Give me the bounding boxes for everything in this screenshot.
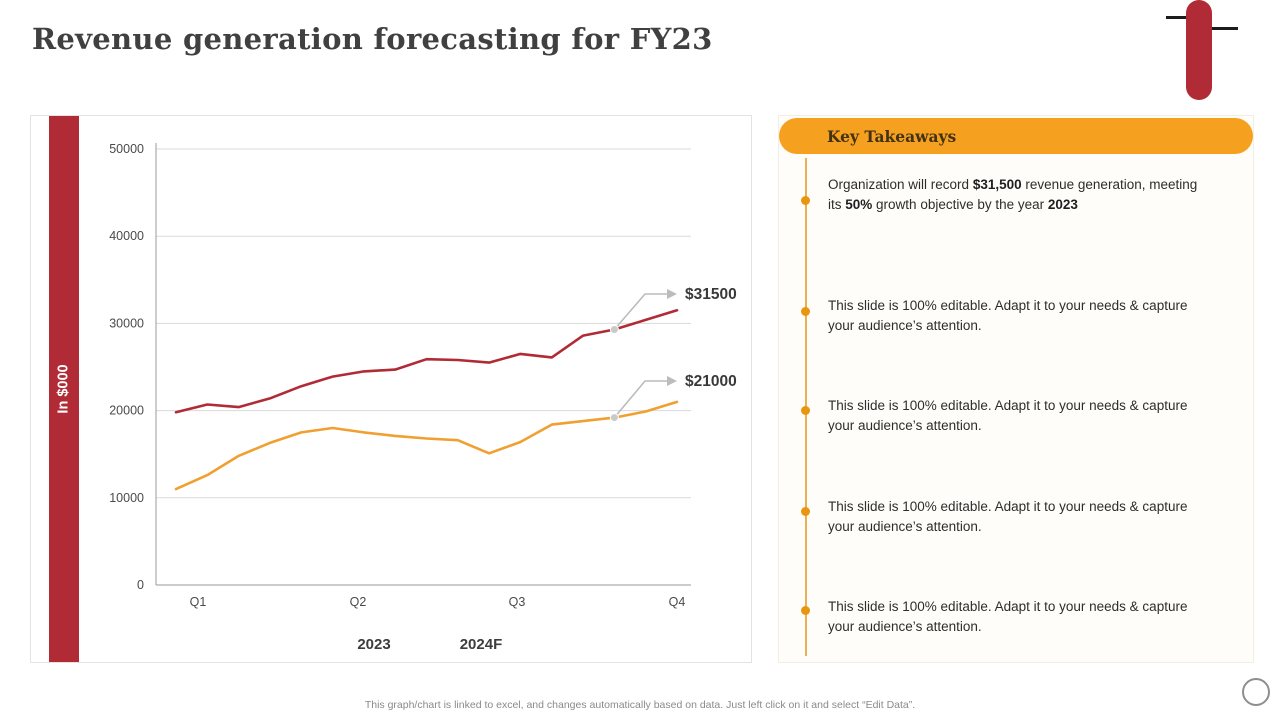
text-segment-bold: 50% bbox=[845, 196, 873, 212]
key-takeaways-title: Key Takeaways bbox=[827, 126, 957, 146]
slide-title: Revenue generation forecasting for FY23 bbox=[32, 22, 713, 56]
bullet-dot bbox=[801, 196, 810, 205]
x-tick-label: Q1 bbox=[190, 595, 207, 609]
takeaway-item-4: This slide is 100% editable. Adapt it to… bbox=[828, 499, 1188, 534]
bullet-dot bbox=[801, 606, 810, 615]
svg-text:30000: 30000 bbox=[109, 316, 144, 330]
decor-line-right bbox=[1212, 27, 1238, 30]
x-tick-label: Q2 bbox=[350, 595, 367, 609]
callout-arrowhead bbox=[667, 289, 677, 299]
takeaway-item-3: This slide is 100% editable. Adapt it to… bbox=[828, 398, 1188, 433]
legend-label: 2023 bbox=[357, 636, 390, 653]
gridlines: 0 10000 20000 30000 40000 50000 bbox=[109, 142, 691, 592]
text-segment-bold: 2023 bbox=[1047, 196, 1078, 212]
key-takeaways-panel: Key Takeaways Organization will record $… bbox=[778, 115, 1254, 663]
callout-arrowhead bbox=[667, 376, 677, 386]
revenue-chart-panel[interactable]: In $000 0 10000 20000 30000 40000 50000 Q1 Q2 Q3… bbox=[30, 115, 752, 663]
svg-text:0: 0 bbox=[137, 578, 144, 592]
legend-label: 2024F bbox=[460, 636, 503, 653]
callout-anchor-dot bbox=[609, 325, 619, 335]
takeaway-item-1: Organization will record $31,500 revenue… bbox=[828, 175, 1206, 214]
decor-red-bar bbox=[1186, 0, 1212, 100]
takeaway-item-2: This slide is 100% editable. Adapt it to… bbox=[828, 298, 1188, 333]
bullet-dot bbox=[801, 507, 810, 516]
svg-text:20000: 20000 bbox=[109, 404, 144, 418]
value-annotation: $31500 bbox=[685, 286, 737, 303]
y-axis-label: In $000 bbox=[56, 364, 73, 414]
bullet-dot bbox=[801, 307, 810, 316]
footer-circle-mark bbox=[1242, 678, 1270, 706]
text-segment-bold: $31,500 bbox=[972, 177, 1022, 192]
revenue-line-chart[interactable]: 0 10000 20000 30000 40000 50000 Q1 Q2 Q3 Q4 2023 20… bbox=[93, 136, 753, 656]
svg-text:50000: 50000 bbox=[109, 142, 144, 156]
takeaway-item-5: This slide is 100% editable. Adapt it to… bbox=[828, 599, 1188, 634]
x-tick-label: Q3 bbox=[509, 595, 526, 609]
callout-line bbox=[613, 293, 667, 331]
decor-line-left bbox=[1166, 16, 1189, 19]
callout-line bbox=[613, 380, 667, 419]
value-annotation: $21000 bbox=[685, 373, 737, 390]
x-tick-label: Q4 bbox=[669, 595, 686, 609]
footer-note: This graph/chart is linked to excel, and… bbox=[364, 699, 916, 711]
text-segment: Organization will record bbox=[828, 177, 973, 192]
key-takeaways-header: Key Takeaways bbox=[779, 118, 1253, 154]
svg-text:10000: 10000 bbox=[109, 491, 144, 505]
svg-text:40000: 40000 bbox=[109, 229, 144, 243]
y-axis-label-bar: In $000 bbox=[49, 116, 79, 662]
series-line-2023 bbox=[174, 309, 679, 414]
text-segment: growth objective by the year bbox=[872, 196, 1048, 212]
bullet-dot bbox=[801, 406, 810, 415]
text-segment: revenue generation, meeting its bbox=[828, 177, 1198, 212]
callout-anchor-dot bbox=[609, 413, 619, 423]
series-line-2024F bbox=[174, 400, 679, 491]
